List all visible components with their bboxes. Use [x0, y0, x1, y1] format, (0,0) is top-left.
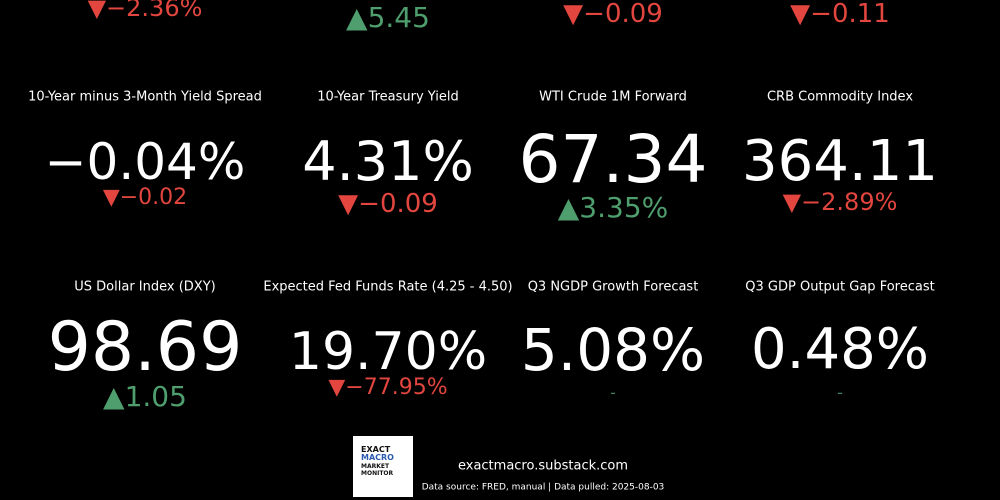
- logo-text: EXACT: [361, 445, 391, 454]
- tile-change: -: [610, 383, 616, 402]
- logo-text: MONITOR: [361, 470, 394, 477]
- tile-change: ▼−77.95%: [328, 375, 448, 400]
- tile-title: Expected Fed Funds Rate (4.25 - 4.50): [263, 279, 513, 295]
- tile-value: 0.48%: [751, 317, 929, 382]
- change: ▼−0.09: [563, 0, 663, 29]
- tile-change: ▼−0.02: [102, 185, 188, 210]
- tile-value: 19.70%: [288, 322, 488, 382]
- change: ▼−0.11: [790, 0, 890, 29]
- tile-title: Q3 NGDP Growth Forecast: [527, 279, 699, 295]
- tile-value: 67.34: [518, 121, 708, 198]
- tile-value: 364.11: [742, 129, 938, 194]
- tile-value: −0.04%: [44, 133, 246, 191]
- tile-change: ▼−0.09: [338, 189, 438, 219]
- tile-change: ▲1.05: [103, 380, 187, 413]
- change: ▼−2.36%: [87, 0, 203, 22]
- data-source: Data source: FRED, manual | Data pulled:…: [421, 482, 665, 493]
- logo-text: MARKET: [361, 463, 390, 470]
- tile-title: 10-Year minus 3-Month Yield Spread: [28, 89, 262, 105]
- tile-title: US Dollar Index (DXY): [74, 279, 216, 295]
- logo: EXACT MACRO MARKET MONITOR: [353, 436, 413, 497]
- tile-title: Q3 GDP Output Gap Forecast: [745, 279, 935, 295]
- tile-value: 98.69: [47, 308, 243, 387]
- tile-value: 5.08%: [520, 316, 706, 384]
- logo-text: MACRO: [361, 453, 394, 462]
- tile-change: ▼−2.89%: [782, 188, 898, 216]
- change: ▲5.45: [346, 1, 430, 34]
- tile-change: ▲3.35%: [557, 191, 669, 224]
- tile-title: CRB Commodity Index: [766, 89, 914, 105]
- site-link: exactmacro.substack.com: [457, 458, 629, 474]
- tile-change: -: [837, 383, 843, 402]
- tile-title: 10-Year Treasury Yield: [317, 89, 459, 105]
- tile-value: 4.31%: [302, 130, 474, 193]
- tile-title: WTI Crude 1M Forward: [539, 89, 687, 105]
